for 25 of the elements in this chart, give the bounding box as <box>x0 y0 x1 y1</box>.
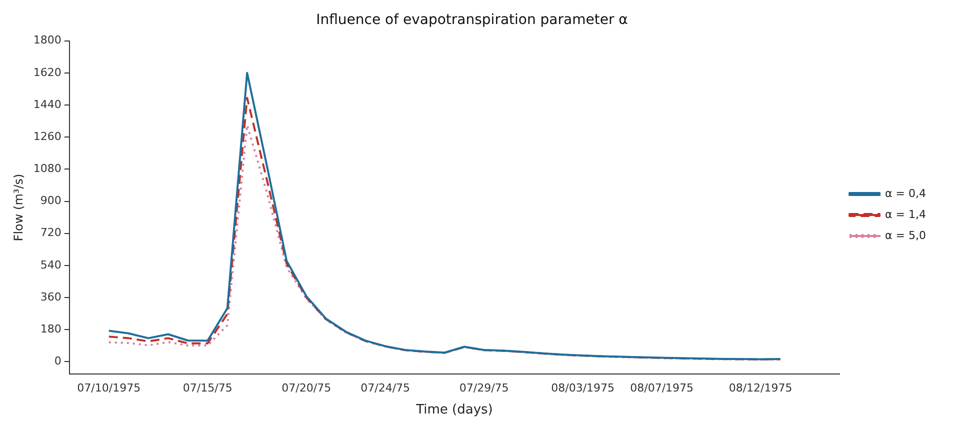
legend-label: α = 0,4 <box>885 186 926 200</box>
legend-label: α = 1,4 <box>885 208 926 221</box>
x-tick-label: 08/12/1975 <box>728 382 792 395</box>
x-tick-label: 08/03/1975 <box>551 382 615 395</box>
y-tick-label: 0 <box>54 354 62 368</box>
y-tick-label: 1260 <box>33 130 62 143</box>
y-tick-label: 360 <box>40 290 62 304</box>
chart-title: Influence of evapotranspiration parameter α <box>316 12 628 28</box>
x-axis-title: Time (days) <box>415 402 493 418</box>
x-tick-label: 07/29/75 <box>459 382 509 395</box>
legend-label: α = 5,0 <box>885 228 926 242</box>
y-tick-label: 540 <box>40 258 62 272</box>
y-tick-label: 720 <box>40 226 62 240</box>
y-tick-label: 180 <box>40 322 62 336</box>
x-tick-label: 07/15/75 <box>182 382 232 395</box>
y-tick-label: 1800 <box>33 34 62 47</box>
y-tick-label: 1620 <box>33 66 62 79</box>
y-tick-label: 1440 <box>33 98 62 111</box>
y-axis-title: Flow (m³/s) <box>11 174 26 242</box>
x-tick-label: 08/07/1975 <box>630 382 694 395</box>
x-tick-label: 07/24/75 <box>360 382 410 395</box>
x-tick-label: 07/10/1975 <box>77 382 141 395</box>
y-tick-label: 1080 <box>33 162 62 176</box>
y-tick-label: 900 <box>40 194 62 208</box>
x-tick-label: 07/20/75 <box>282 382 332 395</box>
